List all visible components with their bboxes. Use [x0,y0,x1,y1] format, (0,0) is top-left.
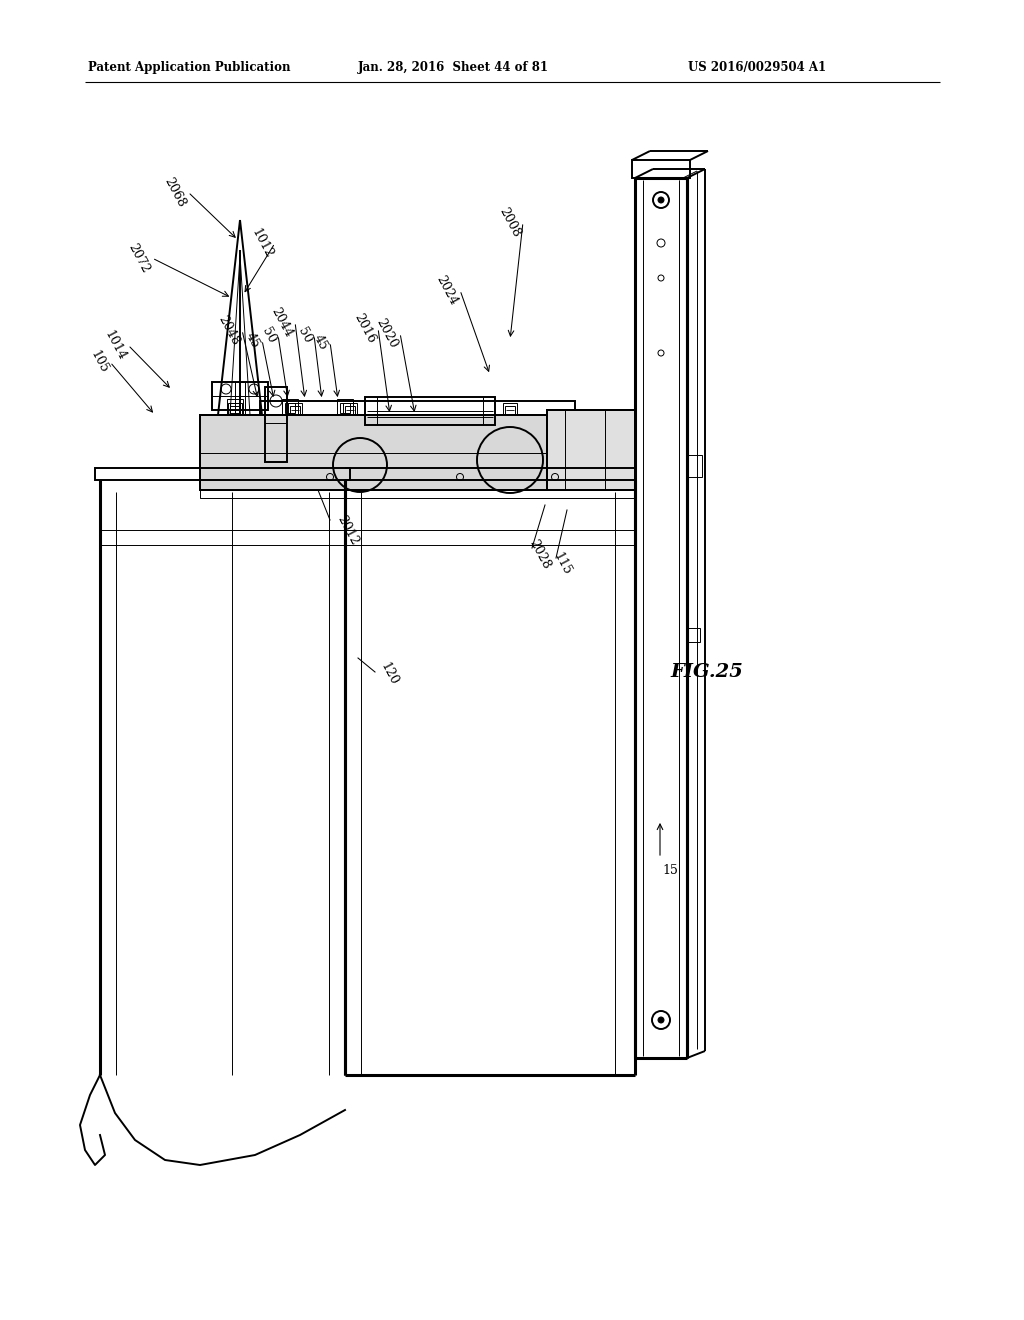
Bar [212,381,268,411]
Bar [230,407,240,414]
Bar [547,411,635,490]
Text: 1014: 1014 [101,327,128,362]
Text: 45: 45 [243,330,262,350]
Text: 50: 50 [295,325,314,345]
Text: 2072: 2072 [126,242,152,275]
Bar [200,490,635,498]
Bar [365,397,495,425]
Text: 2024: 2024 [433,273,460,308]
Text: 2068: 2068 [162,174,188,209]
Bar [290,407,300,414]
Bar [227,399,243,414]
Bar [337,399,353,414]
Text: US 2016/0029504 A1: US 2016/0029504 A1 [688,62,826,74]
Text: 2016: 2016 [351,312,378,345]
Bar [282,399,298,414]
Text: Jan. 28, 2016  Sheet 44 of 81: Jan. 28, 2016 Sheet 44 of 81 [358,62,549,74]
Bar [200,414,635,490]
Bar [505,407,515,414]
Bar [265,387,287,462]
Text: 2048: 2048 [216,313,242,347]
Circle shape [658,1016,664,1023]
Circle shape [658,197,664,203]
Text: 2044: 2044 [268,305,295,339]
Bar [285,403,295,413]
Text: 2028: 2028 [527,537,553,572]
Text: 50: 50 [259,325,278,345]
Text: 120: 120 [378,660,400,688]
Text: 105: 105 [87,348,110,376]
Bar [200,414,635,490]
Text: 15: 15 [662,863,678,876]
Text: 2012: 2012 [335,513,361,546]
Text: 45: 45 [311,331,330,352]
Bar [234,381,245,414]
Bar [687,455,702,477]
Bar [340,403,350,413]
Bar [632,160,690,178]
Bar [687,628,700,642]
Bar [260,401,575,414]
Bar [228,403,242,414]
Bar [230,403,240,413]
Text: 1012: 1012 [249,226,275,260]
Bar [503,403,517,414]
Bar [343,403,357,414]
Text: 2020: 2020 [374,315,400,350]
Bar [345,407,355,414]
Text: Patent Application Publication: Patent Application Publication [88,62,291,74]
Bar [547,411,635,490]
Bar [95,469,350,480]
Text: 115: 115 [551,550,573,578]
Text: FIG.25: FIG.25 [670,663,742,681]
Text: 2008: 2008 [497,205,523,239]
Bar [288,403,302,414]
